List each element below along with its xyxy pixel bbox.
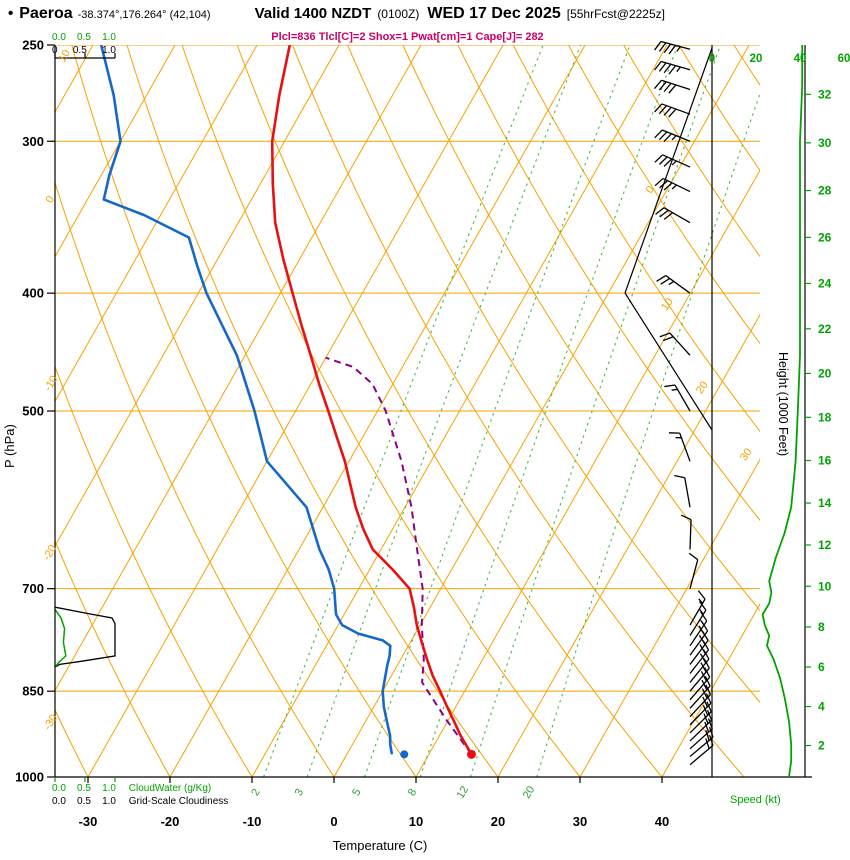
surface-temp-dot xyxy=(466,749,476,759)
temperature-axis-title: Temperature (C) xyxy=(332,838,428,853)
height-tick-label: 14 xyxy=(818,496,832,510)
station-coords: -38.374°,176.264° (42,104) xyxy=(77,9,211,21)
mixing-ratio-label: 8 xyxy=(406,787,419,798)
mixing-ratio-label: 3 xyxy=(293,787,306,798)
dry-adiabat-label: -10 xyxy=(42,374,60,394)
forecast-info: [55hrFcst@2225z] xyxy=(566,7,665,21)
dry-adiabat-label: 10 xyxy=(56,48,73,65)
isotherm-label: 20 xyxy=(694,379,711,396)
pressure-tick-label: 850 xyxy=(22,684,44,699)
green-axis-ticks xyxy=(54,777,116,782)
speed-tick-label: 20 xyxy=(750,53,763,65)
speed-profile-curve xyxy=(761,45,804,778)
pressure-tick-label: 250 xyxy=(22,38,44,53)
parcel-params-line: Plcl=836 Tlcl[C]=2 Shox=1 Pwat[cm]=1 Cap… xyxy=(271,31,544,43)
isotherm-label: 0 xyxy=(644,184,657,196)
temperature-curve xyxy=(270,45,473,755)
scale-value: 0.0 xyxy=(52,796,66,807)
isotherm-label: 30 xyxy=(738,446,755,463)
cloudwater-scale-top: 0.0 0.5 1.0 xyxy=(52,32,116,43)
temperature-tick-label: -30 xyxy=(79,814,98,829)
height-tick-label: 24 xyxy=(818,276,832,290)
height-tick-label: 22 xyxy=(818,322,832,336)
grid-scale-cloudiness-curve xyxy=(55,606,116,668)
valid-time: Valid 1400 NZDT xyxy=(254,5,372,22)
scale-value: 0.0 xyxy=(52,32,66,43)
axes-lines xyxy=(47,44,812,783)
pressure-tick-label: 400 xyxy=(22,286,44,301)
scale-value: 0 xyxy=(52,45,58,56)
scale-value: 0.5 xyxy=(72,45,87,56)
pressure-tick-label: 500 xyxy=(22,404,44,419)
speed-tick-label: 0 xyxy=(709,53,715,65)
sounding-curves xyxy=(99,45,476,759)
pressure-tick-label: 1000 xyxy=(15,770,44,785)
temperature-tick-label: -10 xyxy=(243,814,262,829)
skewt-grid xyxy=(55,45,760,777)
title-bar: • Paeroa -38.374°,176.264° (42,104) Vali… xyxy=(8,5,665,23)
surface-dewpoint-dot xyxy=(400,750,409,759)
scale-value: 1.0 xyxy=(102,32,116,43)
cloud-profiles xyxy=(55,606,116,668)
mixing-ratio-label: 12 xyxy=(455,784,472,801)
cloud-water-curve xyxy=(55,608,67,668)
height-tick-label: 20 xyxy=(818,366,832,380)
cloudiness-scale-top: 0 0.5 1.0 xyxy=(52,45,116,56)
wind-barbs xyxy=(654,40,714,766)
mixing-ratio-lines xyxy=(263,45,760,777)
height-tick-label: 28 xyxy=(818,184,832,198)
valid-date: WED 17 Dec 2025 xyxy=(427,5,561,22)
cloudwater-axis-title: CloudWater (g/Kg) xyxy=(128,783,212,794)
dry-adiabat-label: 0 xyxy=(44,194,57,205)
scale-value: 0.0 xyxy=(52,783,66,794)
height-tick-label: 4 xyxy=(818,700,825,714)
height-tick-label: 10 xyxy=(818,579,832,593)
temperature-tick-label: 40 xyxy=(655,814,669,829)
mixing-ratio-label: 5 xyxy=(350,787,363,798)
temperature-tick-label: 20 xyxy=(491,814,505,829)
height-tick-label: 26 xyxy=(818,230,832,244)
scale-value: 1.0 xyxy=(102,796,116,807)
temperature-tick-label: 30 xyxy=(573,814,587,829)
cloudwater-scale-bottom: 0.0 0.5 1.0 CloudWater (g/Kg) xyxy=(52,783,211,794)
pressure-axis-title: P (hPa) xyxy=(2,424,17,468)
height-tick-label: 18 xyxy=(818,410,832,424)
speed-axis-title: Speed (kt) xyxy=(730,794,781,806)
valid-utc: (0100Z) xyxy=(377,7,420,21)
height-tick-label: 12 xyxy=(818,538,832,552)
scale-value: 0.5 xyxy=(77,796,91,807)
height-tick-label: 16 xyxy=(818,454,832,468)
station-name: Paeroa xyxy=(19,5,73,22)
parcel-curve xyxy=(325,356,473,755)
dewpoint-curve xyxy=(99,45,394,755)
pressure-tick-label: 300 xyxy=(22,134,44,149)
height-tick-label: 6 xyxy=(818,660,825,674)
cloudiness-scale-bottom: 0.0 0.5 1.0 Grid-Scale Cloudiness xyxy=(52,796,228,807)
temperature-tick-label: 0 xyxy=(330,814,337,829)
height-tick-label: 8 xyxy=(818,620,825,634)
station-bullet-icon: • xyxy=(8,5,14,22)
scale-value: 1.0 xyxy=(102,783,116,794)
speed-tick-label: 40 xyxy=(794,53,807,65)
speed-tick-label: 60 xyxy=(838,53,850,65)
pressure-tick-label: 700 xyxy=(22,581,44,596)
mixing-ratio-label: 20 xyxy=(521,784,538,801)
scale-value: 0.5 xyxy=(77,783,91,794)
height-tick-label: 32 xyxy=(818,87,832,101)
height-tick-label: 30 xyxy=(818,136,832,150)
mixing-ratio-label: 2 xyxy=(249,787,262,798)
scale-value: 0.5 xyxy=(77,32,91,43)
height-tick-label: 2 xyxy=(818,739,825,753)
height-axis-title: Height (1000 Feet) xyxy=(776,352,790,457)
dry-adiabat-label: -20 xyxy=(41,543,59,563)
scale-value: 1.0 xyxy=(102,45,116,56)
temperature-tick-label: -20 xyxy=(161,814,180,829)
cloudiness-axis-title: Grid-Scale Cloudiness xyxy=(128,796,229,807)
temperature-tick-label: 10 xyxy=(409,814,423,829)
isotherm-label: 10 xyxy=(659,296,676,313)
